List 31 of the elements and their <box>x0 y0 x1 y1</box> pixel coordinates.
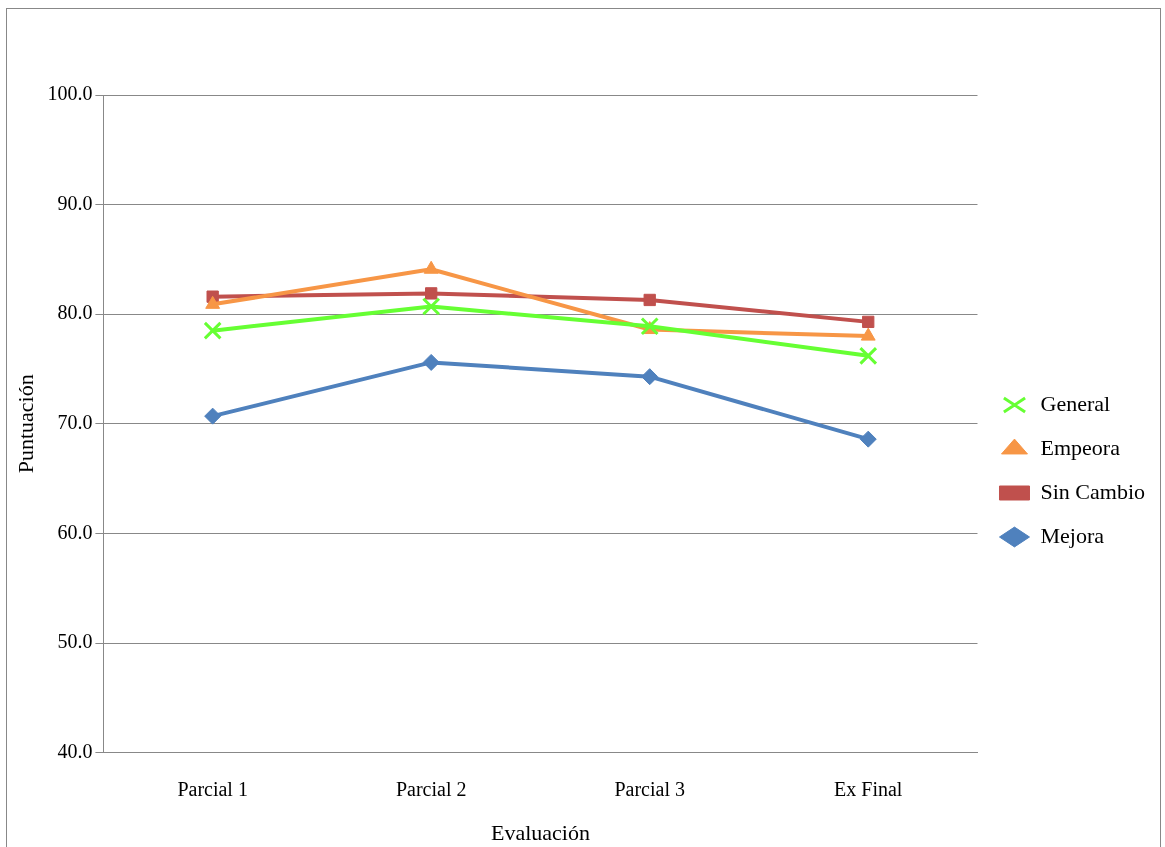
point <box>859 430 877 448</box>
y-axis-title: Puntuación <box>12 374 38 474</box>
point <box>641 368 659 386</box>
point <box>643 293 656 307</box>
x-tick-label: Parcial 1 <box>177 777 248 800</box>
y-tick-label: 70.0 <box>57 411 93 434</box>
legend-label: General <box>1040 390 1111 416</box>
y-tick-label: 60.0 <box>57 520 93 543</box>
y-tick-label: 50.0 <box>57 630 93 653</box>
y-tick-label: 90.0 <box>57 191 93 214</box>
point <box>205 295 221 309</box>
point <box>860 327 876 341</box>
point <box>423 260 439 274</box>
point <box>421 297 441 316</box>
x-tick-label: Ex Final <box>834 777 903 800</box>
x-tick-label: Parcial 2 <box>395 777 467 800</box>
point <box>203 321 222 340</box>
point <box>204 407 222 425</box>
point <box>862 315 875 329</box>
x-tick-label: Parcial 3 <box>614 777 685 800</box>
point <box>640 316 659 336</box>
legend-label: Mejora <box>1040 522 1105 548</box>
y-tick-label: 40.0 <box>57 739 93 762</box>
point <box>858 346 878 366</box>
legend-label: Sin Cambio <box>1040 478 1145 504</box>
legend-label: Empeora <box>1040 434 1121 460</box>
point <box>425 287 438 300</box>
x-axis-title: Evaluación <box>490 819 590 845</box>
y-tick-label: 80.0 <box>57 301 93 324</box>
y-tick-label: 100.0 <box>47 82 93 105</box>
point <box>422 353 440 371</box>
